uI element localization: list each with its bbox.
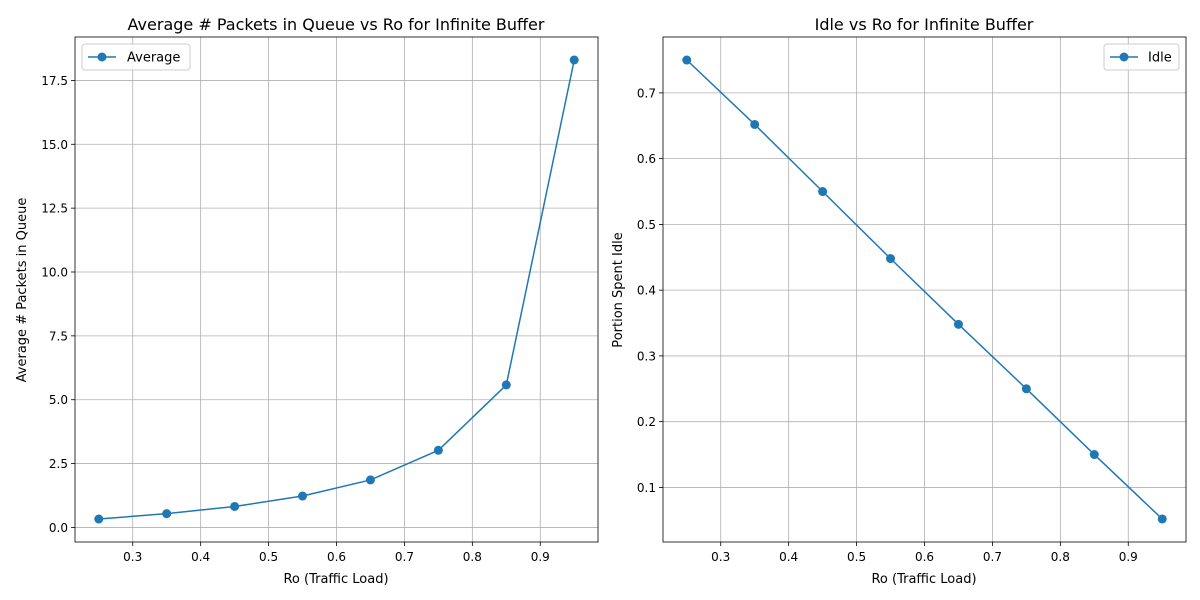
x-tick-label: 0.4 — [779, 550, 798, 564]
y-tick-label: 0.0 — [49, 521, 68, 535]
y-tick-label: 5.0 — [49, 393, 68, 407]
y-tick-label: 2.5 — [49, 457, 68, 471]
x-tick-label: 0.7 — [983, 550, 1002, 564]
legend-marker — [97, 52, 107, 62]
data-point — [1021, 384, 1031, 394]
y-tick-label: 15.0 — [41, 138, 68, 152]
legend-marker — [1119, 52, 1129, 62]
y-axis-label: Portion Spent Idle — [611, 232, 626, 347]
x-tick-label: 0.5 — [259, 550, 278, 564]
chart-average-packets: Average # Packets in Queue vs Ro for Inf… — [15, 15, 599, 587]
legend-box — [81, 43, 191, 71]
data-point — [365, 475, 375, 485]
x-tick-label: 0.5 — [847, 550, 866, 564]
x-tick-label: 0.6 — [915, 550, 934, 564]
ticks: 0.3 0.4 0.5 0.6 0.7 0.8 0.9 0.1 0.2 0.3 0.4 0.5 0.6 0… — [637, 86, 1138, 564]
y-tick-label: 12.5 — [41, 202, 68, 216]
series-line — [686, 59, 1163, 520]
x-tick-label: 0.3 — [123, 550, 142, 564]
x-tick-label: 0.9 — [531, 550, 550, 564]
data-point — [953, 319, 963, 329]
data-point — [750, 119, 760, 129]
series-layer — [682, 55, 1167, 524]
y-tick-label: 0.1 — [637, 481, 656, 495]
y-tick-label: 0.6 — [637, 152, 656, 166]
y-tick-label: 17.5 — [41, 74, 68, 88]
grid — [75, 37, 598, 542]
x-axis-label: Ro (Traffic Load) — [871, 572, 976, 587]
y-tick-label: 10.0 — [41, 266, 68, 280]
x-tick-label: 0.9 — [1119, 550, 1138, 564]
x-tick-label: 0.4 — [191, 550, 210, 564]
data-point — [230, 501, 240, 511]
chart-title: Average # Packets in Queue vs Ro for Inf… — [128, 15, 545, 34]
data-point — [1089, 450, 1099, 460]
y-tick-label: 0.4 — [637, 284, 656, 298]
y-axis-label: Average # Packets in Queue — [15, 198, 30, 383]
chart-title: Idle vs Ro for Infinite Buffer — [815, 15, 1034, 34]
series-line — [98, 59, 575, 520]
y-tick-label: 0.2 — [637, 415, 656, 429]
y-tick-label: 0.5 — [637, 218, 656, 232]
x-tick-label: 0.7 — [395, 550, 414, 564]
x-tick-label: 0.3 — [711, 550, 730, 564]
legend-label: Average — [127, 51, 180, 66]
y-tick-label: 0.3 — [637, 349, 656, 363]
legend: Average — [81, 43, 191, 71]
y-tick-label: 0.7 — [637, 86, 656, 100]
x-tick-label: 0.8 — [1051, 550, 1070, 564]
series-layer — [94, 55, 579, 524]
grid — [663, 37, 1186, 542]
x-tick-label: 0.8 — [463, 550, 482, 564]
legend: Idle — [1103, 43, 1180, 71]
data-point — [682, 55, 692, 65]
data-point — [162, 509, 172, 519]
data-point — [1157, 514, 1167, 524]
y-tick-label: 7.5 — [49, 329, 68, 343]
x-axis-label: Ro (Traffic Load) — [283, 572, 388, 587]
x-tick-label: 0.6 — [327, 550, 346, 564]
data-point — [501, 380, 511, 390]
data-point — [886, 254, 896, 264]
data-point — [569, 55, 579, 65]
legend-box — [1103, 43, 1180, 71]
legend-label: Idle — [1148, 51, 1172, 66]
ticks: 0.3 0.4 0.5 0.6 0.7 0.8 0.9 0.0 2.5 5.0 7.5 10.0 12.… — [41, 74, 550, 564]
data-point — [433, 445, 443, 455]
data-point — [94, 514, 104, 524]
chart-idle: Idle vs Ro for Infinite Buffer 0.3 0.4 0.5… — [611, 15, 1187, 587]
data-point — [298, 491, 308, 501]
data-point — [818, 187, 828, 197]
